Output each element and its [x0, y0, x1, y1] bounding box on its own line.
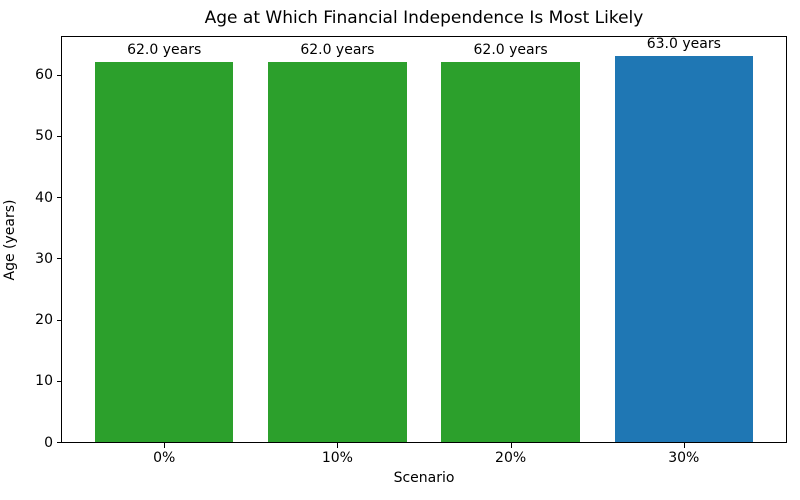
- x-tick-label: 10%: [321, 450, 353, 466]
- x-tick-mark: [337, 443, 339, 448]
- bar-value-label: 62.0 years: [300, 42, 375, 59]
- y-tick-label: 10: [35, 373, 53, 390]
- bar-0%: [94, 62, 234, 442]
- x-tick-mark: [683, 443, 685, 448]
- y-tick-label: 60: [35, 67, 53, 84]
- y-axis-label: Age (years): [2, 199, 18, 281]
- bar-10%: [268, 62, 407, 442]
- y-tick-mark: [57, 381, 62, 382]
- y-tick-label: 50: [35, 128, 53, 145]
- x-tick-mark: [164, 443, 166, 448]
- chart-title: Age at Which Financial Independence Is M…: [204, 8, 644, 28]
- y-tick-mark: [57, 197, 62, 198]
- bar-30%: [614, 56, 754, 442]
- y-tick-mark: [57, 320, 62, 321]
- bar-20%: [441, 62, 580, 442]
- x-axis-label: Scenario: [393, 470, 455, 486]
- y-tick-mark: [57, 442, 62, 443]
- y-tick-label: 40: [35, 189, 53, 206]
- bar-value-label: 63.0 years: [646, 36, 721, 53]
- bar-value-label: 62.0 years: [127, 42, 202, 59]
- x-tick-mark: [510, 443, 512, 448]
- x-tick-label: 20%: [495, 450, 527, 466]
- y-tick-mark: [57, 136, 62, 137]
- y-tick-label: 30: [35, 250, 53, 267]
- bar-value-label: 62.0 years: [473, 42, 548, 59]
- y-tick-label: 0: [44, 434, 53, 451]
- x-tick-label: 0%: [153, 450, 176, 466]
- y-tick-mark: [57, 75, 62, 76]
- y-tick-mark: [57, 258, 62, 259]
- x-tick-label: 30%: [668, 450, 700, 466]
- y-tick-label: 20: [35, 312, 53, 329]
